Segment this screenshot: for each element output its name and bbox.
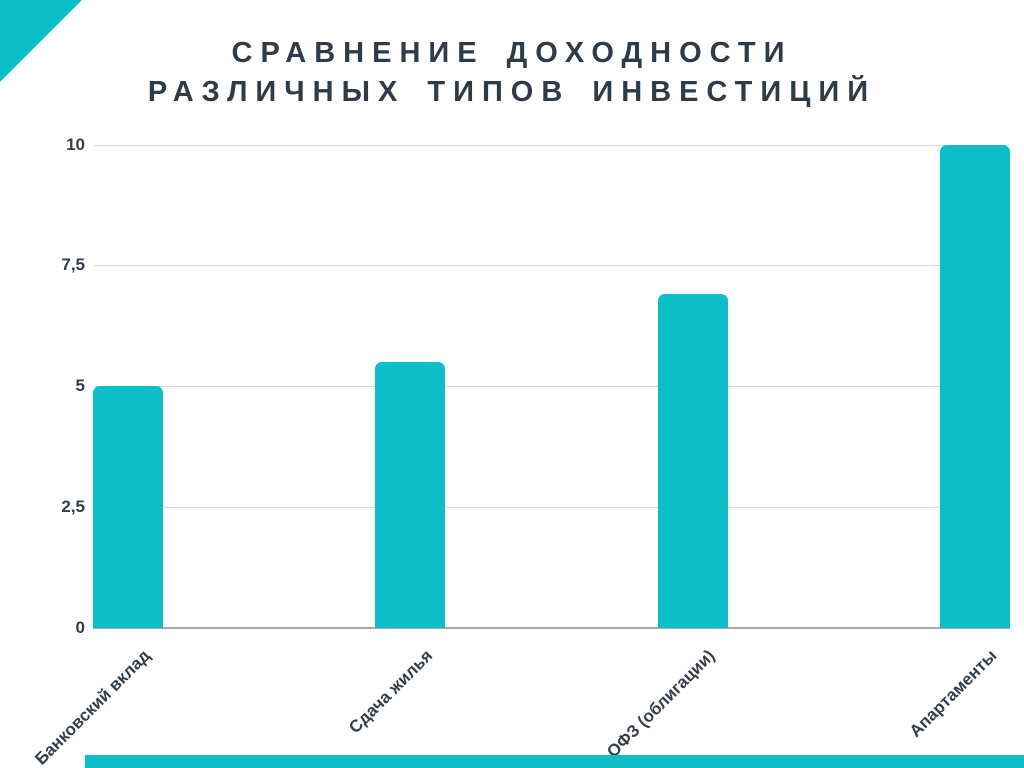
gridline: [93, 144, 1010, 146]
chart-bar: [940, 144, 1010, 628]
chart-bar: [93, 386, 163, 628]
gridline: [93, 386, 1010, 388]
bottom-accent-bar-decoration: [85, 755, 1024, 768]
chart-title: СРАВНЕНИЕ ДОХОДНОСТИ РАЗЛИЧНЫХ ТИПОВ ИНВ…: [0, 34, 1024, 112]
x-axis-category-label: Банковский вклад: [30, 646, 154, 768]
x-axis-category-label: Апартаменты: [905, 646, 1001, 741]
gridline: [93, 265, 1010, 267]
x-axis-category-label: ОФЗ (облигации): [602, 646, 719, 762]
y-axis-tick-label: 0: [75, 618, 85, 637]
y-axis-tick-label: 2,5: [61, 497, 85, 517]
y-axis-tick-label: 5: [75, 376, 85, 396]
chart-bar: [657, 294, 728, 628]
chart-bar: [375, 362, 446, 628]
gridline: [93, 507, 1010, 509]
x-axis-category-label: Сдача жилья: [344, 646, 436, 738]
chart-title-line2: РАЗЛИЧНЫХ ТИПОВ ИНВЕСТИЦИЙ: [147, 76, 877, 108]
y-axis-tick-label: 7,5: [61, 255, 85, 275]
x-axis-baseline: [93, 627, 1010, 629]
chart-title-line1: СРАВНЕНИЕ ДОХОДНОСТИ: [231, 37, 793, 69]
y-axis-tick-label: 10: [66, 134, 85, 154]
